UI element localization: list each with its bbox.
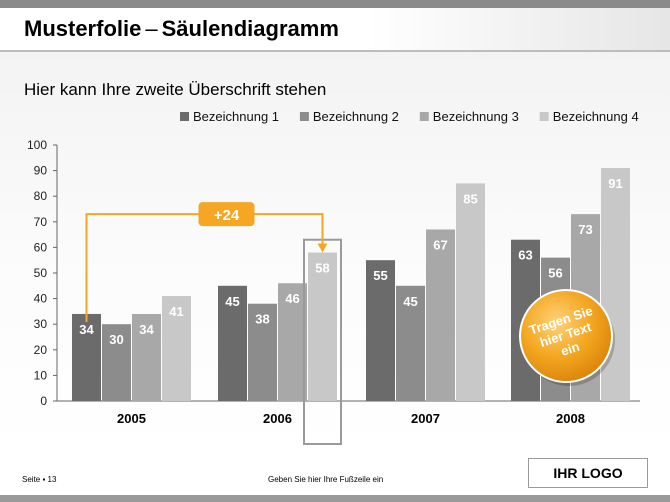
- x-tick-label: 2005: [117, 411, 146, 426]
- y-tick-label: 50: [34, 266, 48, 280]
- bar: [278, 283, 307, 401]
- bar: [102, 324, 131, 401]
- bar: [601, 168, 630, 401]
- legend-swatch: [299, 112, 309, 121]
- page-number: Seite ▪ 13: [22, 475, 57, 484]
- legend-swatch: [539, 112, 549, 121]
- y-tick-label: 20: [34, 343, 48, 357]
- callout-circle: [519, 289, 613, 383]
- y-tick-label: 30: [34, 317, 48, 331]
- top-bar: [0, 0, 670, 8]
- bar-value-label: 56: [548, 266, 562, 281]
- bar-value-label: 41: [169, 304, 183, 319]
- title-separator: –: [145, 16, 158, 41]
- legend-label: Bezeichnung 4: [553, 109, 639, 124]
- bar: [366, 260, 395, 401]
- bar-value-label: 85: [463, 191, 477, 206]
- y-tick-label: 0: [40, 394, 47, 408]
- difference-arrowhead: [317, 243, 328, 253]
- bar-value-label: 58: [315, 261, 329, 276]
- bar-value-label: 46: [285, 291, 299, 306]
- footer-text: Geben Sie hier Ihre Fußzeile ein: [268, 475, 384, 484]
- bar-value-label: 34: [139, 322, 154, 337]
- bar: [132, 313, 161, 401]
- y-tick-label: 70: [34, 215, 48, 229]
- subtitle: Hier kann Ihre zweite Überschrift stehen: [24, 80, 327, 99]
- bar: [396, 285, 425, 401]
- bar-value-label: 34: [79, 322, 94, 337]
- y-tick-label: 100: [27, 138, 47, 152]
- x-tick-label: 2006: [263, 411, 292, 426]
- logo-text: IHR LOGO: [553, 465, 623, 481]
- callout-text-line: ein: [559, 339, 582, 359]
- bar: [72, 313, 101, 401]
- bar-value-label: 38: [255, 312, 269, 327]
- bar-value-label: 73: [578, 222, 592, 237]
- difference-label-box: [198, 202, 255, 227]
- page-title: Musterfolie – Säulendiagramm: [24, 16, 339, 42]
- legend-swatch: [419, 112, 429, 121]
- bar: [426, 229, 455, 401]
- title-band: [0, 8, 670, 52]
- bar-value-label: 63: [518, 248, 532, 263]
- legend-label: Bezeichnung 2: [313, 109, 399, 124]
- x-tick-label: 2007: [411, 411, 440, 426]
- bar: [308, 252, 337, 401]
- y-tick-label: 10: [34, 368, 48, 382]
- bar: [218, 285, 247, 401]
- title-main: Musterfolie: [24, 16, 142, 41]
- bar-value-label: 30: [109, 332, 123, 347]
- y-tick-label: 80: [34, 189, 48, 203]
- title-sub: Säulendiagramm: [161, 16, 339, 41]
- bar: [456, 183, 485, 401]
- legend-swatch: [180, 112, 189, 121]
- bar: [248, 303, 277, 401]
- bar-value-label: 91: [608, 176, 622, 191]
- x-tick-label: 2008: [556, 411, 585, 426]
- bar-value-label: 45: [403, 294, 417, 309]
- logo: IHR LOGO: [528, 458, 648, 488]
- bar-value-label: 45: [225, 294, 239, 309]
- y-tick-label: 90: [34, 164, 48, 178]
- bar-value-label: 55: [373, 268, 387, 283]
- legend-label: Bezeichnung 1: [193, 109, 279, 124]
- bar-value-label: 67: [433, 237, 447, 252]
- bar: [162, 296, 191, 401]
- y-tick-label: 40: [34, 292, 48, 306]
- bottom-bar: [0, 495, 670, 502]
- difference-label: +24: [214, 207, 240, 224]
- legend-label: Bezeichnung 3: [433, 109, 519, 124]
- y-tick-label: 60: [34, 240, 48, 254]
- title-divider: [0, 50, 670, 52]
